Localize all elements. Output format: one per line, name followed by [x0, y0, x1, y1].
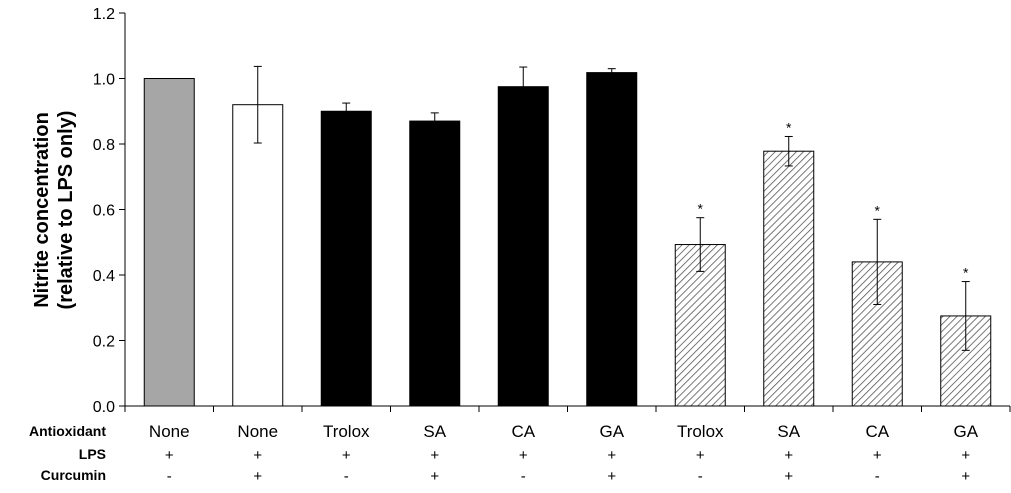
condition-table: Antioxidant LPS Curcumin None + - None + + Trolox…: [29, 422, 979, 485]
bar: [497, 86, 549, 407]
curcumin-sign: +: [430, 468, 439, 485]
category-label: Trolox: [323, 422, 370, 441]
row-label: Curcumin: [41, 467, 106, 483]
curcumin-sign: +: [961, 468, 970, 485]
lps-sign: +: [961, 447, 970, 464]
curcumin-sign: +: [253, 468, 262, 485]
lps-sign: +: [873, 447, 882, 464]
y-axis-title-line: Nitrite concentration: [31, 112, 53, 308]
lps-sign: +: [784, 447, 793, 464]
y-tick-label: 1.2: [93, 6, 115, 23]
y-axis: 0.0 0.2 0.4 0.6 0.8 1.0 1.2: [93, 6, 126, 416]
y-tick-label: 0.4: [93, 268, 115, 285]
bar: [320, 110, 372, 407]
category-label: CA: [865, 422, 889, 441]
lps-sign: +: [165, 447, 174, 464]
bar: [586, 72, 638, 407]
lps-sign: +: [430, 447, 439, 464]
curcumin-sign: -: [167, 468, 172, 485]
y-tick-label: 0.8: [93, 137, 115, 154]
significance-star: *: [875, 202, 881, 218]
bar: [763, 150, 815, 407]
curcumin-sign: -: [344, 468, 349, 485]
curcumin-sign: +: [784, 468, 793, 485]
y-tick-label: 0.2: [93, 334, 115, 351]
category-label: None: [237, 422, 278, 441]
category-label: Trolox: [677, 422, 724, 441]
significance-star: *: [963, 265, 969, 281]
category-label: GA: [599, 422, 624, 441]
curcumin-sign: -: [698, 468, 703, 485]
lps-sign: +: [607, 447, 616, 464]
category-label: GA: [953, 422, 978, 441]
row-label: LPS: [79, 446, 106, 462]
category-label: None: [149, 422, 190, 441]
curcumin-sign: -: [875, 468, 880, 485]
y-tick-label: 0.0: [93, 399, 115, 416]
category-label: SA: [423, 422, 446, 441]
curcumin-sign: -: [521, 468, 526, 485]
y-axis-title-line: (relative to LPS only): [55, 111, 77, 310]
bar: [232, 104, 284, 407]
row-label: Antioxidant: [29, 423, 106, 439]
lps-sign: +: [696, 447, 705, 464]
lps-sign: +: [253, 447, 262, 464]
y-axis-title: Nitrite concentration (relative to LPS on…: [31, 111, 77, 310]
bar: [409, 120, 461, 407]
lps-sign: +: [342, 447, 351, 464]
y-tick-label: 1.0: [93, 72, 115, 89]
lps-sign: +: [519, 447, 528, 464]
x-axis: [124, 405, 1011, 412]
curcumin-sign: +: [607, 468, 616, 485]
bar: [143, 78, 195, 407]
significance-star: *: [698, 201, 704, 217]
bars: * * * *: [143, 65, 992, 407]
category-label: SA: [777, 422, 800, 441]
y-tick-label: 0.6: [93, 203, 115, 220]
significance-star: *: [786, 119, 792, 135]
category-label: CA: [511, 422, 535, 441]
